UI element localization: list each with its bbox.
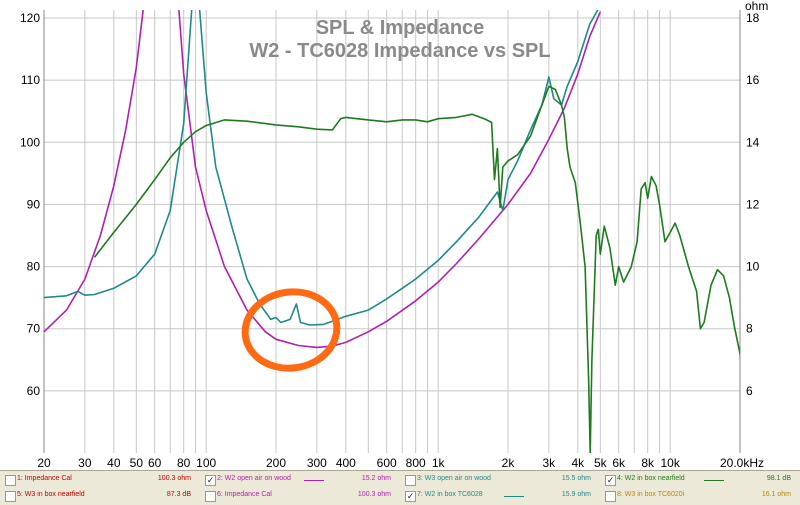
x-tick-label: 20 bbox=[37, 456, 51, 470]
x-tick-label: 400 bbox=[336, 456, 356, 470]
legend-item-5[interactable]: 5: W3 in box nearfield 87.3 dB bbox=[0, 488, 200, 505]
x-tick-label: 5k bbox=[594, 456, 608, 470]
right-tick-label: 6 bbox=[746, 384, 753, 398]
legend-panel: 1: Impedance Cal 100.3 ohm ✓ 2: W2 open … bbox=[0, 470, 800, 505]
legend-checkbox[interactable] bbox=[405, 475, 416, 486]
legend-label: 8: W3 in box TC6020i bbox=[617, 491, 685, 498]
legend-item-1[interactable]: 1: Impedance Cal 100.3 ohm bbox=[0, 472, 200, 489]
x-tick-label: 2k bbox=[502, 456, 516, 470]
grid bbox=[43, 10, 741, 453]
legend-label: 4: W2 in box nearfield bbox=[617, 475, 685, 482]
legend-label: 5: W3 in box nearfield bbox=[17, 491, 85, 498]
legend-item-6[interactable]: 6: Impedance Cal 100.3 ohm bbox=[200, 488, 400, 505]
legend-checkbox[interactable]: ✓ bbox=[205, 475, 216, 486]
x-tick-label: 300 bbox=[307, 456, 327, 470]
legend-checkbox[interactable] bbox=[605, 491, 616, 502]
legend-row-2: 5: W3 in box nearfield 87.3 dB 6: Impeda… bbox=[0, 488, 800, 505]
x-tick-label: 1k bbox=[432, 456, 446, 470]
legend-value: 16.1 ohm bbox=[761, 491, 791, 498]
legend-swatch bbox=[504, 496, 524, 497]
legend-checkbox[interactable]: ✓ bbox=[405, 491, 416, 502]
legend-value: 100.3 ohm bbox=[157, 475, 191, 482]
chart-title: SPL & Impedance bbox=[316, 17, 485, 39]
spl-impedance-chart: SPL & Impedance W2 - TC6028 Impedance vs… bbox=[20, 0, 768, 470]
left-tick-label: 110 bbox=[21, 73, 40, 87]
x-tick-label: 600 bbox=[377, 456, 397, 470]
series-line-1 bbox=[44, 10, 602, 349]
legend-value: 98.1 dB bbox=[766, 475, 791, 482]
legend-label: 7: W2 in box TC6028 bbox=[417, 491, 483, 498]
x-tick-label: 8k bbox=[641, 456, 655, 470]
legend-value: 15.9 ohm bbox=[561, 491, 591, 498]
x-axis-ticks: 20 30 40 50 60 80 100 200 300 400 600 800 1k 2k 3k 4k 5k… bbox=[37, 456, 764, 470]
x-tick-label: 4k bbox=[571, 456, 585, 470]
left-tick-label: 100 bbox=[20, 135, 40, 149]
legend-checkbox[interactable] bbox=[5, 475, 16, 486]
legend-item-4[interactable]: ✓ 4: W2 in box nearfield 98.1 dB bbox=[600, 472, 800, 489]
legend-checkbox[interactable] bbox=[205, 491, 216, 502]
legend-item-2[interactable]: ✓ 2: W2 open air on wood 15.2 ohm bbox=[200, 472, 400, 489]
right-tick-label: 12 bbox=[746, 197, 760, 211]
left-tick-label: 80 bbox=[27, 260, 41, 274]
legend-value: 100.3 ohm bbox=[357, 491, 391, 498]
legend-label: 6: Impedance Cal bbox=[217, 491, 272, 498]
legend-swatch bbox=[704, 480, 724, 481]
legend-value: 15.2 ohm bbox=[361, 475, 391, 482]
left-tick-label: 60 bbox=[27, 384, 41, 398]
x-tick-label: 20.0kHz bbox=[720, 456, 764, 470]
right-tick-label: 10 bbox=[746, 260, 760, 274]
left-tick-label: 90 bbox=[27, 197, 41, 211]
x-tick-label: 800 bbox=[406, 456, 426, 470]
legend-label: 2: W2 open air on wood bbox=[217, 475, 291, 482]
series-layer bbox=[44, 10, 740, 453]
series-line-3 bbox=[93, 85, 740, 453]
annotation-circle bbox=[241, 288, 341, 372]
legend-checkbox[interactable] bbox=[5, 491, 16, 502]
chart-subtitle: W2 - TC6028 Impedance vs SPL bbox=[249, 40, 550, 62]
right-axis-unit: ohm bbox=[745, 0, 768, 13]
left-axis-ticks: 60 70 80 90 100 110 120 bbox=[20, 11, 40, 398]
x-tick-label: 60 bbox=[148, 456, 162, 470]
right-axis-ticks: 6 8 10 12 14 16 18 bbox=[746, 11, 760, 398]
x-tick-label: 10k bbox=[660, 456, 680, 470]
legend-value: 87.3 dB bbox=[166, 491, 191, 498]
legend-checkbox[interactable]: ✓ bbox=[605, 475, 616, 486]
right-tick-label: 16 bbox=[746, 73, 760, 87]
x-tick-label: 100 bbox=[196, 456, 216, 470]
x-tick-label: 200 bbox=[266, 456, 286, 470]
left-tick-label: 70 bbox=[27, 322, 41, 336]
legend-row-1: 1: Impedance Cal 100.3 ohm ✓ 2: W2 open … bbox=[0, 472, 800, 489]
legend-label: 3: W3 open air on wood bbox=[417, 475, 491, 482]
x-tick-label: 30 bbox=[78, 456, 92, 470]
left-tick-label: 120 bbox=[20, 11, 40, 25]
x-tick-label: 40 bbox=[107, 456, 121, 470]
x-tick-label: 3k bbox=[543, 456, 557, 470]
series-line-2 bbox=[44, 10, 599, 326]
x-tick-label: 6k bbox=[612, 456, 626, 470]
right-tick-label: 18 bbox=[746, 11, 760, 25]
right-tick-label: 14 bbox=[746, 135, 760, 149]
legend-item-8[interactable]: 8: W3 in box TC6020i 16.1 ohm bbox=[600, 488, 800, 505]
legend-label: 1: Impedance Cal bbox=[17, 475, 72, 482]
legend-item-7[interactable]: ✓ 7: W2 in box TC6028 15.9 ohm bbox=[400, 488, 600, 505]
x-tick-label: 50 bbox=[130, 456, 144, 470]
right-tick-label: 8 bbox=[746, 322, 753, 336]
legend-item-3[interactable]: 3: W3 open air on wood 15.5 ohm bbox=[400, 472, 600, 489]
x-tick-label: 80 bbox=[177, 456, 191, 470]
legend-swatch bbox=[304, 480, 324, 481]
legend-value: 15.5 ohm bbox=[561, 475, 591, 482]
